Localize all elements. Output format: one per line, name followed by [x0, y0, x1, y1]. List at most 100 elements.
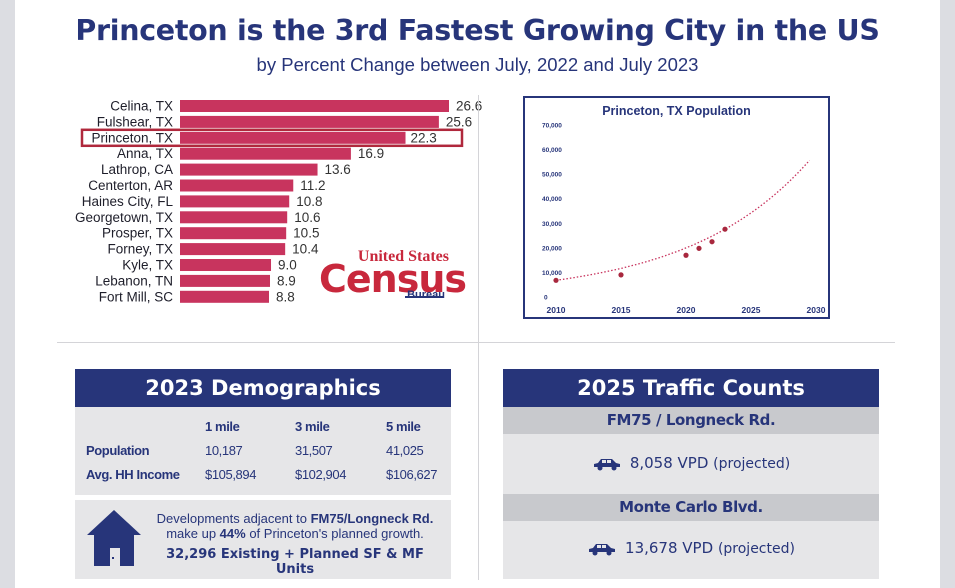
- pop-point-0: [553, 277, 559, 283]
- page-title: Princeton is the 3rd Fastest Growing Cit…: [75, 14, 880, 47]
- bar-value-9: 10.4: [292, 242, 319, 257]
- pop-ytick-6: 60,000: [542, 147, 562, 154]
- col-header-1mile: 1 mile: [205, 419, 240, 434]
- bar-value-5: 11.2: [300, 178, 325, 193]
- traffic-value-fm75: 8,058 VPD (projected): [503, 454, 879, 472]
- dev-note-line2-post: of Princeton's planned growth.: [245, 526, 424, 541]
- bar-11: [180, 274, 271, 287]
- road-name-fm75: FM75 / Longneck Rd.: [503, 407, 879, 434]
- pop-point-3: [696, 245, 702, 251]
- bar-value-10: 9.0: [278, 258, 297, 273]
- pop-xtick-4: 2030: [807, 305, 826, 315]
- bar-9: [180, 243, 286, 256]
- pop-ytick-4: 40,000: [542, 196, 562, 203]
- bar-label-8: Prosper, TX: [102, 226, 173, 241]
- dev-note-units: 32,296 Existing + Planned SF & MF Units: [166, 547, 424, 577]
- bar-1: [180, 115, 439, 128]
- bar-value-12: 8.8: [276, 289, 295, 304]
- bar-value-8: 10.5: [293, 226, 319, 241]
- population-chart-svg: Princeton, TX Population 0 10,000 20,000 30,…: [542, 104, 826, 315]
- bar-label-10: Kyle, TX: [122, 258, 173, 273]
- bar-value-0: 26.6: [456, 99, 482, 114]
- census-bureau-logo: United States Census Bureau: [319, 248, 467, 304]
- traffic-count-monte-carlo: 13,678 VPD: [625, 539, 714, 557]
- bar-label-1: Fulshear, TX: [97, 114, 173, 129]
- bar-8: [180, 227, 287, 240]
- page-subtitle: by Percent Change between July, 2022 and…: [256, 54, 699, 75]
- bar-3: [180, 147, 351, 160]
- bar-label-12: Fort Mill, SC: [99, 289, 174, 304]
- traffic-header: 2025 Traffic Counts: [503, 369, 879, 407]
- bar-value-7: 10.6: [294, 210, 320, 225]
- col-header-5mile: 5 mile: [386, 419, 421, 434]
- pop-xtick-2: 2020: [677, 305, 696, 315]
- growth-bar-chart: Celina, TX 26.6 Fulshear, TX 25.6 Princeton,…: [75, 99, 482, 305]
- bar-label-4: Lathrop, CA: [101, 162, 173, 177]
- traffic-count-fm75: 8,058 VPD: [629, 454, 709, 472]
- bar-label-11: Lebanon, TN: [95, 273, 173, 288]
- bar-6: [180, 195, 290, 208]
- income-5mile: $106,627: [386, 467, 438, 482]
- pop-point-1: [618, 272, 624, 278]
- population-1mile: 10,187: [205, 443, 243, 458]
- pop-xtick-1: 2015: [612, 305, 631, 315]
- traffic-row-monte-carlo: 13,678 VPD (projected): [503, 521, 879, 579]
- pop-point-5: [722, 226, 728, 232]
- bar-7: [180, 211, 288, 224]
- highlight-box: [80, 128, 464, 148]
- pop-ytick-5: 50,000: [542, 172, 562, 179]
- bar-label-5: Centerton, AR: [88, 178, 173, 193]
- bar-2: [180, 131, 406, 144]
- row-label-population: Population: [86, 443, 150, 458]
- dev-note-line1-text: Developments adjacent to: [156, 511, 311, 526]
- pop-trendline: [555, 159, 810, 281]
- bar-value-3: 16.9: [358, 146, 384, 161]
- income-1mile: $105,894: [205, 467, 257, 482]
- population-5mile: 41,025: [386, 443, 424, 458]
- dev-note-line2-text: make up: [166, 526, 220, 541]
- pop-point-4: [709, 239, 715, 245]
- pop-ytick-2: 20,000: [542, 245, 562, 252]
- infographic-page: Princeton is the 3rd Fastest Growing Cit…: [15, 0, 940, 588]
- bar-10: [180, 259, 272, 271]
- horizontal-divider: [57, 342, 895, 343]
- dev-note-line2-bold: 44%: [219, 526, 246, 541]
- population-chart: Princeton, TX Population 0 10,000 20,000 30,…: [523, 96, 830, 319]
- dev-note-line1-bold: FM75/Longneck Rd.: [310, 511, 434, 526]
- bar-4: [180, 163, 318, 176]
- pop-point-2: [683, 252, 689, 258]
- bar-label-3: Anna, TX: [117, 146, 173, 161]
- census-logo-line3: Bureau: [407, 289, 445, 301]
- pop-ytick-1: 10,000: [542, 270, 562, 277]
- demographics-header: 2023 Demographics: [75, 369, 451, 407]
- house-icon: [87, 510, 141, 566]
- income-3mile: $102,904: [295, 467, 347, 482]
- traffic-note-monte-carlo: (projected): [717, 541, 795, 557]
- bar-label-0: Celina, TX: [110, 99, 173, 114]
- traffic-note-fm75: (projected): [713, 456, 791, 472]
- bar-label-7: Georgetown, TX: [75, 210, 173, 225]
- bar-label-2: Princeton, TX: [91, 130, 173, 145]
- vertical-divider: [478, 95, 479, 580]
- traffic-value-monte-carlo: 13,678 VPD (projected): [503, 539, 879, 557]
- traffic-row-fm75: 8,058 VPD (projected): [503, 434, 879, 494]
- pop-xtick-3: 2025: [742, 305, 761, 315]
- bar-0: [180, 100, 449, 112]
- bar-label-6: Haines City, FL: [82, 194, 174, 209]
- bar-value-2: 22.3: [411, 130, 437, 145]
- pop-xtick-0: 2010: [547, 305, 566, 315]
- bar-5: [180, 179, 294, 192]
- population-3mile: 31,507: [295, 443, 333, 458]
- dev-note-line2: make up 44% of Princeton's planned growt…: [145, 526, 445, 541]
- census-logo-line2: Census: [319, 257, 467, 301]
- bar-label-9: Forney, TX: [107, 242, 173, 257]
- col-header-3mile: 3 mile: [295, 419, 330, 434]
- bar-value-6: 10.8: [296, 194, 322, 209]
- pop-ytick-3: 30,000: [542, 221, 562, 228]
- bar-value-4: 13.6: [325, 162, 351, 177]
- bar-value-11: 8.9: [277, 273, 296, 288]
- demographics-table: 1 mile 3 mile 5 mile Population 10,187 3…: [75, 407, 451, 495]
- dev-note-line1: Developments adjacent to FM75/Longneck R…: [145, 511, 445, 526]
- road-name-monte-carlo: Monte Carlo Blvd.: [503, 494, 879, 521]
- pop-ytick-0: 0: [544, 295, 548, 302]
